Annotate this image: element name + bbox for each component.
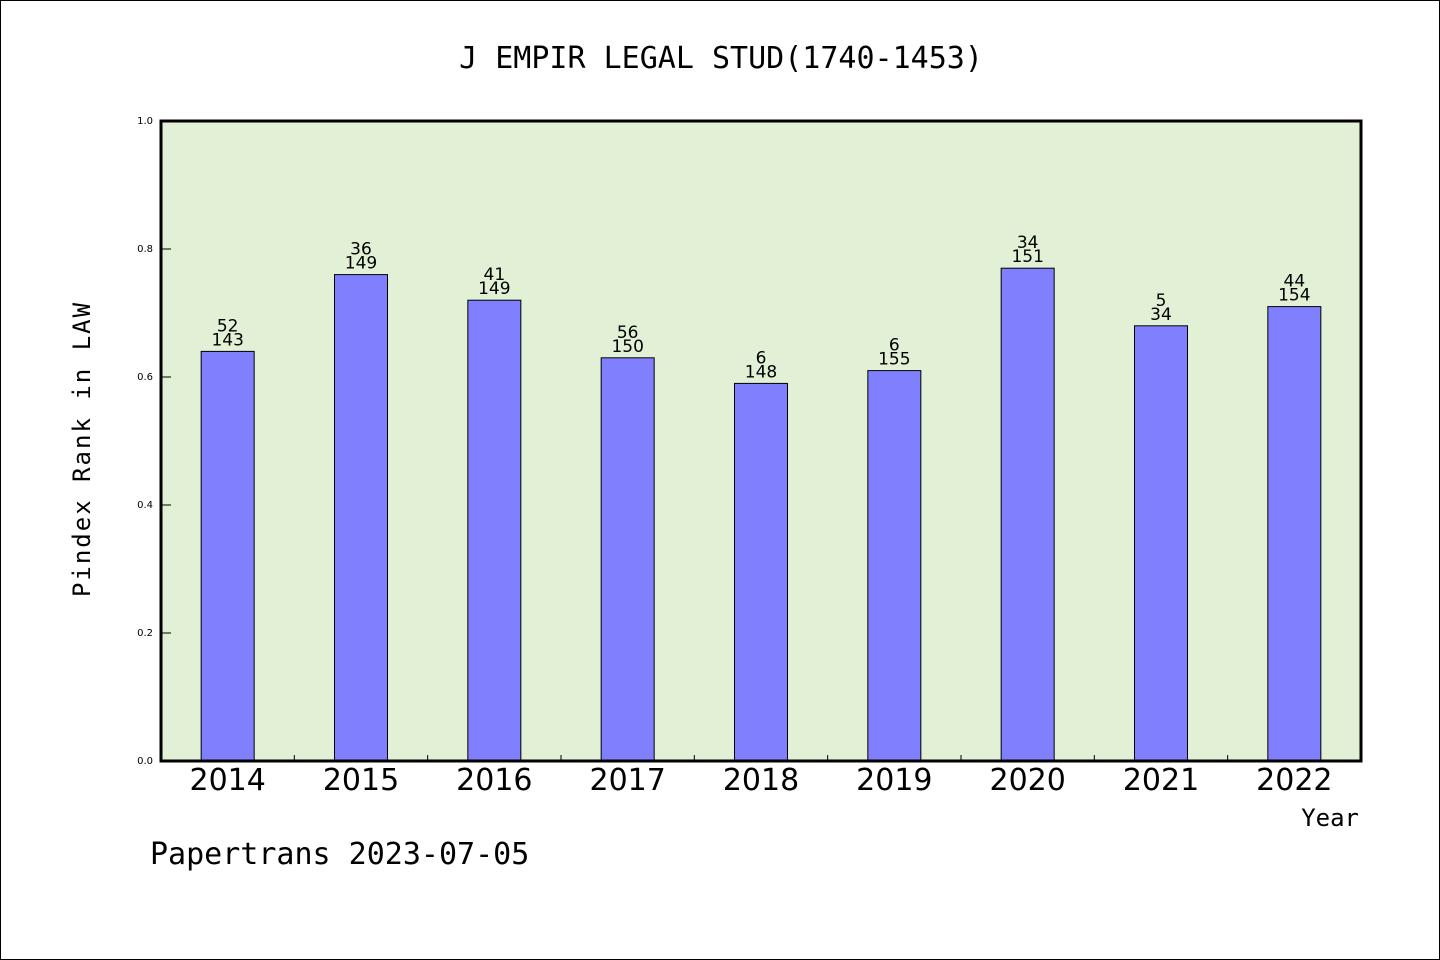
bar-2016 [467, 299, 522, 762]
x-tick-label: 2019 [856, 763, 932, 798]
y-tick-label: 0.2 [137, 628, 153, 639]
x-axis-label: Year [1301, 804, 1359, 832]
bar-label-bottom: 149 [345, 254, 377, 274]
y-tick-label: 0.4 [137, 500, 153, 511]
bar-label-bottom: 148 [745, 362, 777, 382]
y-tick-label: 0.6 [137, 372, 153, 383]
footer-note: Papertrans 2023-07-05 [150, 837, 529, 872]
plot-frame [159, 119, 1363, 763]
bar-2015 [334, 274, 388, 762]
bar-label-bottom: 34 [1150, 305, 1172, 325]
data-labels-layer: 5214336149411495615061486155341515344415… [211, 233, 1310, 382]
bar-label-bottom: 150 [611, 337, 643, 357]
x-tick-label: 2017 [589, 763, 665, 798]
bar-2020 [1000, 267, 1055, 762]
bar-label-top: 6 [756, 348, 767, 368]
bar-label-bottom: 149 [478, 279, 510, 299]
bar-label-bottom: 155 [878, 350, 910, 370]
bar-label-top: 56 [617, 323, 639, 343]
bar-label-top: 52 [217, 316, 239, 336]
y-tick-label: 0.0 [137, 756, 153, 767]
bar-label-top: 5 [1156, 291, 1167, 311]
bars-layer [200, 267, 1322, 762]
bar-2014 [200, 350, 255, 762]
chart-title: J EMPIR LEGAL STUD(1740-1453) [459, 41, 983, 76]
bar-2019 [867, 370, 922, 762]
y-axis-label: Pindex Rank in LAW [68, 301, 96, 597]
x-tick-label: 2015 [323, 763, 399, 798]
bar-label-top: 36 [350, 240, 372, 260]
x-axis-ticks: 2014 2015 2016 2017 2018 2019 2020 2021 2022 [189, 755, 1333, 798]
bar-label-bottom: 151 [1011, 247, 1043, 267]
y-tick-label: 1.0 [137, 116, 153, 127]
bar-label-bottom: 154 [1278, 286, 1310, 306]
x-tick-label: 2022 [1256, 763, 1332, 798]
y-axis-ticks: 0.0 0.2 0.4 0.6 0.8 1.0 [137, 116, 171, 767]
bar-2018 [734, 382, 788, 762]
x-tick-label: 2016 [456, 763, 532, 798]
bar-2021 [1134, 325, 1188, 762]
x-tick-label: 2021 [1123, 763, 1199, 798]
bar-label-top: 44 [1284, 272, 1306, 292]
bar-label-bottom: 143 [211, 330, 243, 350]
x-tick-label: 2018 [723, 763, 799, 798]
x-tick-label: 2020 [989, 763, 1065, 798]
bar-label-top: 41 [484, 265, 506, 285]
bar-2017 [600, 357, 655, 762]
y-tick-label: 0.8 [137, 244, 153, 255]
bar-label-top: 34 [1017, 233, 1039, 253]
bar-label-top: 6 [889, 336, 900, 356]
bar-2022 [1267, 306, 1322, 762]
x-tick-label: 2014 [189, 763, 265, 798]
